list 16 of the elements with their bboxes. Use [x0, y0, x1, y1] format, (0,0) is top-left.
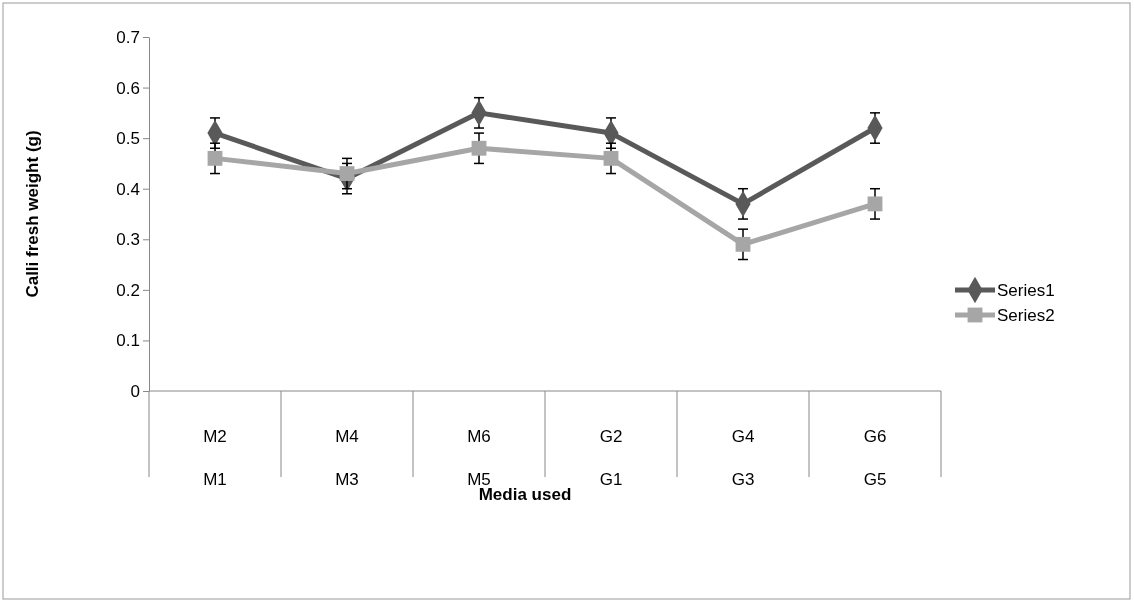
y-tick-label: 0.1: [116, 331, 140, 351]
category-label: M4 M3: [335, 427, 359, 489]
category-label: M2 M1: [203, 427, 227, 489]
legend-label: Series2: [997, 306, 1055, 325]
y-tick-label: 0.6: [116, 78, 140, 98]
category-label: G4 G3: [731, 427, 755, 489]
category-label: G2 G1: [599, 427, 623, 489]
y-tick-label: 0.5: [116, 129, 140, 149]
legend-label: Series1: [997, 281, 1055, 300]
category-label: G6 G5: [863, 427, 887, 489]
y-tick-label: 0: [130, 381, 140, 401]
y-tick-label: 0.7: [116, 27, 140, 47]
y-tick-label: 0.4: [116, 179, 140, 199]
y-axis-title: Calli fresh weight (g): [23, 130, 42, 298]
y-tick-label: 0.3: [116, 230, 140, 250]
y-tick-label: 0.2: [116, 280, 140, 300]
